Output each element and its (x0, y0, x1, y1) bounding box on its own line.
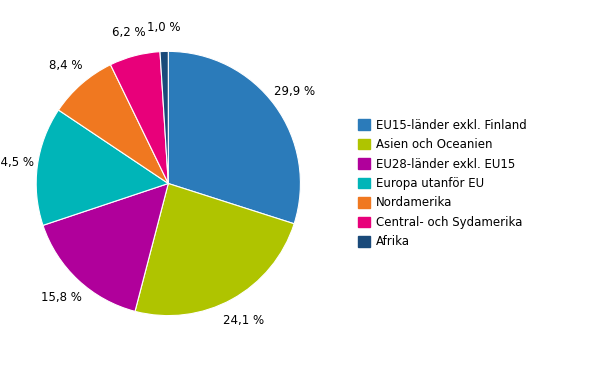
Wedge shape (43, 184, 168, 311)
Wedge shape (111, 52, 168, 183)
Wedge shape (160, 51, 168, 184)
Wedge shape (135, 184, 294, 316)
Text: 14,5 %: 14,5 % (0, 156, 34, 169)
Text: 29,9 %: 29,9 % (274, 85, 315, 98)
Legend: EU15-länder exkl. Finland, Asien och Oceanien, EU28-länder exkl. EU15, Europa ut: EU15-länder exkl. Finland, Asien och Oce… (356, 116, 529, 251)
Wedge shape (59, 65, 168, 184)
Text: 1,0 %: 1,0 % (147, 21, 180, 34)
Text: 15,8 %: 15,8 % (42, 291, 82, 304)
Text: 6,2 %: 6,2 % (112, 26, 146, 39)
Text: 24,1 %: 24,1 % (223, 313, 264, 327)
Wedge shape (168, 51, 300, 224)
Wedge shape (36, 110, 168, 225)
Text: 8,4 %: 8,4 % (49, 59, 83, 73)
